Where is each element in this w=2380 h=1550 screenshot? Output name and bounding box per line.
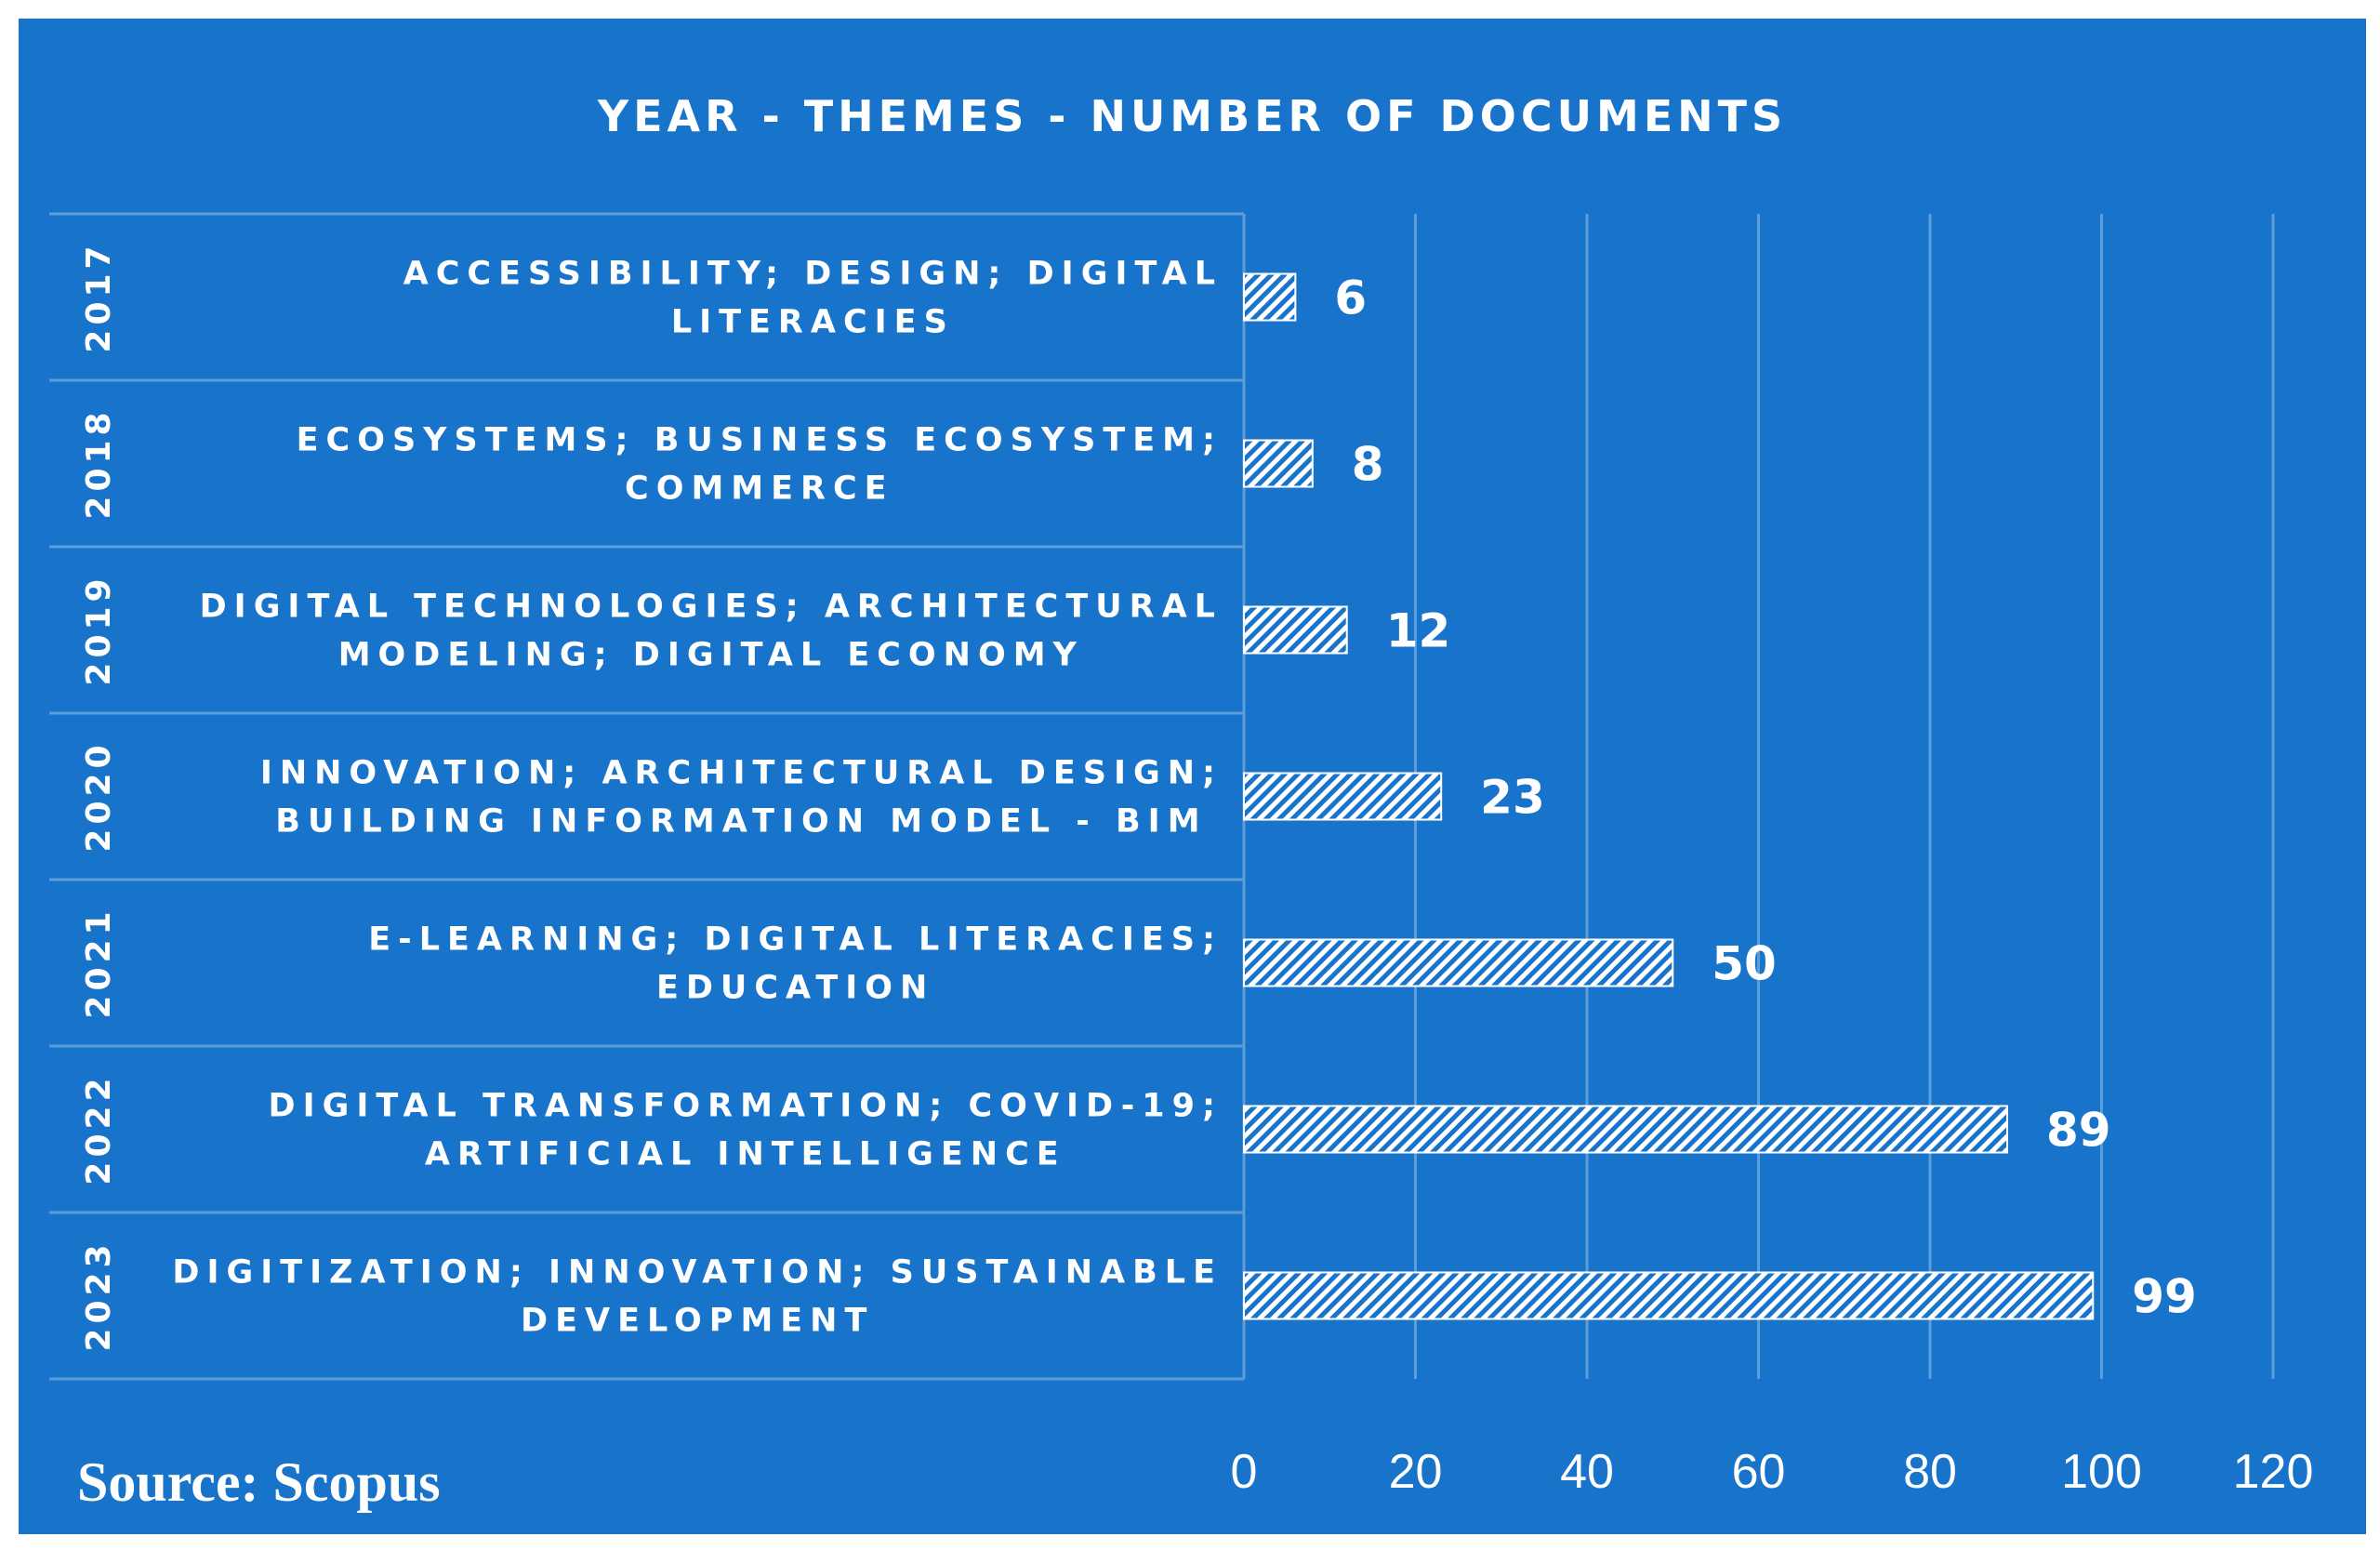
data-label: 23 xyxy=(1480,771,1545,825)
data-label: 50 xyxy=(1712,937,1777,991)
data-label: 8 xyxy=(1352,438,1384,492)
theme-label: E-LEARNING; DIGITAL LITERACIES; xyxy=(368,921,1223,959)
bar xyxy=(1243,1105,2009,1154)
year-label: 2023 xyxy=(80,1239,118,1351)
bar xyxy=(1243,1271,2095,1320)
x-tick-label: 60 xyxy=(1732,1445,1786,1499)
theme-label: DIGITAL TRANSFORMATION; COVID-19; xyxy=(269,1088,1223,1125)
data-label: 12 xyxy=(1386,604,1451,658)
bar xyxy=(1243,605,1348,655)
theme-label: INNOVATION; ARCHITECTURAL DESIGN; xyxy=(260,755,1223,792)
theme-label: DEVELOPMENT xyxy=(521,1303,874,1340)
x-tick-label: 40 xyxy=(1560,1445,1614,1499)
theme-label: ECOSYSTEMS; BUSINESS ECOSYSTEM; xyxy=(297,422,1223,459)
data-label: 89 xyxy=(2046,1104,2111,1158)
x-tick-label: 100 xyxy=(2061,1445,2142,1499)
year-label: 2021 xyxy=(80,907,118,1018)
year-label: 2022 xyxy=(80,1073,118,1185)
data-label: 99 xyxy=(2132,1270,2197,1324)
plot-area: 0 20 40 60 80 100 120 2017 ACCESSIBILITY; DESIGN… xyxy=(49,212,2314,1499)
theme-label: MODELING; DIGITAL ECONOMY xyxy=(338,637,1084,674)
theme-label: BUILDING INFORMATION MODEL - BIM xyxy=(275,803,1207,841)
year-label: 2018 xyxy=(80,407,118,519)
bar xyxy=(1243,772,1443,821)
bar xyxy=(1243,439,1314,488)
bar xyxy=(1243,272,1297,322)
bar xyxy=(1243,938,1674,987)
chart: YEAR - THEMES - NUMBER OF DOCUMENTS 0 20 4… xyxy=(19,19,2366,1534)
theme-label: ACCESSIBILITY; DESIGN; DIGITAL xyxy=(403,256,1223,293)
theme-label: COMMERCE xyxy=(625,470,894,508)
year-label: 2020 xyxy=(80,740,118,852)
chart-title: YEAR - THEMES - NUMBER OF DOCUMENTS xyxy=(597,91,1788,141)
theme-label: DIGITIZATION; INNOVATION; SUSTAINABLE xyxy=(172,1254,1223,1292)
year-label: 2019 xyxy=(80,574,118,685)
data-label: 6 xyxy=(1334,272,1367,325)
theme-label: EDUCATION xyxy=(656,970,934,1007)
theme-label: DIGITAL TECHNOLOGIES; ARCHITECTURAL xyxy=(200,589,1223,626)
source-note: Source: Scopus xyxy=(77,1451,441,1513)
year-label: 2017 xyxy=(80,241,118,352)
theme-label: LITERACIES xyxy=(671,304,955,341)
x-tick-label: 0 xyxy=(1231,1445,1258,1499)
x-tick-label: 120 xyxy=(2233,1445,2314,1499)
theme-label: ARTIFICIAL INTELLIGENCE xyxy=(425,1136,1066,1173)
x-tick-label: 20 xyxy=(1389,1445,1443,1499)
x-tick-label: 80 xyxy=(1903,1445,1957,1499)
